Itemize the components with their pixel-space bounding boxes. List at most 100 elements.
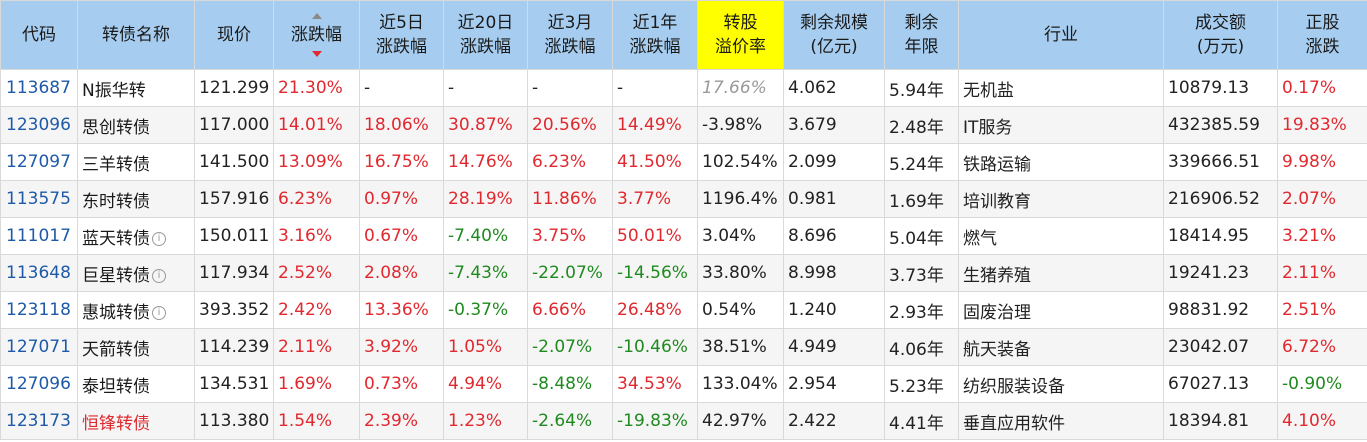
change-cell: 3.16% — [273, 217, 360, 255]
bond-name[interactable]: 思创转债 — [77, 106, 195, 144]
change-5d-cell: 3.92% — [359, 328, 444, 366]
bond-code-link[interactable]: 127071 — [0, 328, 78, 366]
table-row[interactable]: 123118 惠城转债 i 393.352 2.42% 13.36% -0.37% 6.66%… — [0, 291, 1367, 329]
bond-name[interactable]: 巨星转债 i — [77, 254, 195, 292]
change-5d-cell: 0.73% — [359, 365, 444, 403]
bond-name[interactable]: 惠城转债 i — [77, 291, 195, 329]
table-row[interactable]: 111017 蓝天转债 i 150.011 3.16% 0.67% -7.40% 3.75% 5… — [0, 217, 1367, 255]
change-3m-cell: 6.23% — [527, 143, 613, 181]
bond-code-link[interactable]: 111017 — [0, 217, 78, 255]
col-change-3m[interactable]: 近3月 涨跌幅 — [527, 0, 613, 70]
col-premium[interactable]: 转股 溢价率 — [697, 0, 784, 70]
sort-desc-icon[interactable] — [311, 51, 322, 57]
info-icon[interactable]: i — [152, 305, 166, 320]
col-change-1y[interactable]: 近1年 涨跌幅 — [612, 0, 698, 70]
scale-cell: 2.099 — [783, 143, 885, 181]
bond-code-link[interactable]: 113687 — [0, 69, 78, 107]
bond-name[interactable]: 三羊转债 — [77, 143, 195, 181]
change-cell: 2.11% — [273, 328, 360, 366]
change-20d-cell: 14.76% — [443, 143, 528, 181]
bond-name[interactable]: 蓝天转债 i — [77, 217, 195, 255]
table-row[interactable]: 127097 三羊转债 141.500 13.09% 16.75% 14.76% 6.23%… — [0, 143, 1367, 181]
col-stock-change[interactable]: 正股 涨跌 — [1277, 0, 1367, 70]
years-cell: 4.06年 — [884, 328, 959, 366]
premium-cell: 102.54% — [697, 143, 784, 181]
bond-code-link[interactable]: 123118 — [0, 291, 78, 329]
stock-change-cell: 2.07% — [1277, 180, 1367, 218]
change-5d-cell: 13.36% — [359, 291, 444, 329]
industry-cell: 无机盐 — [958, 69, 1164, 107]
scale-cell: 3.679 — [783, 106, 885, 144]
change-20d-cell: -0.37% — [443, 291, 528, 329]
table-row[interactable]: 113648 巨星转债 i 117.934 2.52% 2.08% -7.43% -22.07… — [0, 254, 1367, 292]
stock-change-cell: 3.21% — [1277, 217, 1367, 255]
change-5d-cell: - — [359, 69, 444, 107]
years-cell: 5.94年 — [884, 69, 959, 107]
change-5d-cell: 0.97% — [359, 180, 444, 218]
col-years[interactable]: 剩余 年限 — [884, 0, 959, 70]
change-cell: 21.30% — [273, 69, 360, 107]
change-cell: 14.01% — [273, 106, 360, 144]
change-20d-cell: 4.94% — [443, 365, 528, 403]
table-row[interactable]: 123173 恒锋转债 113.380 1.54% 2.39% 1.23% -2.64% -1… — [0, 402, 1367, 440]
change-3m-cell: - — [527, 69, 613, 107]
col-price[interactable]: 现价 — [194, 0, 274, 70]
sort-asc-icon[interactable] — [311, 13, 322, 19]
col-change[interactable]: 涨跌幅 — [273, 0, 360, 70]
bond-code-link[interactable]: 127096 — [0, 365, 78, 403]
bond-name[interactable]: 恒锋转债 — [77, 402, 195, 440]
years-cell: 1.69年 — [884, 180, 959, 218]
bond-name[interactable]: 东时转债 — [77, 180, 195, 218]
table-row[interactable]: 113687 N振华转 121.299 21.30% - - - -17.66% 4.062 5.… — [0, 69, 1367, 107]
change-5d-cell: 18.06% — [359, 106, 444, 144]
change-3m-cell: -2.64% — [527, 402, 613, 440]
info-icon[interactable]: i — [152, 268, 166, 283]
table-row[interactable]: 127071 天箭转债 114.239 2.11% 3.92% 1.05% -2.07% -1… — [0, 328, 1367, 366]
change-cell: 2.42% — [273, 291, 360, 329]
header-row: 代码 转债名称 现价 涨跌幅 近5日 涨跌幅 近20日 涨跌幅 近3月 涨跌幅 近1年… — [0, 0, 1367, 70]
price-cell: 121.299 — [194, 69, 274, 107]
bond-code-link[interactable]: 123096 — [0, 106, 78, 144]
change-5d-cell: 2.08% — [359, 254, 444, 292]
change-20d-cell: 28.19% — [443, 180, 528, 218]
bond-name[interactable]: 天箭转债 — [77, 328, 195, 366]
premium-cell: 3.04% — [697, 217, 784, 255]
change-cell: 2.52% — [273, 254, 360, 292]
change-20d-cell: - — [443, 69, 528, 107]
bond-code-link[interactable]: 113648 — [0, 254, 78, 292]
stock-change-cell: 19.83% — [1277, 106, 1367, 144]
premium-cell: -3.98% — [697, 106, 784, 144]
scale-cell: 4.062 — [783, 69, 885, 107]
bond-name[interactable]: N振华转 — [77, 69, 195, 107]
change-1y-cell: 3.77% — [612, 180, 698, 218]
price-cell: 117.934 — [194, 254, 274, 292]
price-cell: 117.000 — [194, 106, 274, 144]
table-row[interactable]: 123096 思创转债 117.000 14.01% 18.06% 30.87% 20.56… — [0, 106, 1367, 144]
premium-cell: 17.66% — [697, 69, 784, 107]
change-3m-cell: 3.75% — [527, 217, 613, 255]
bond-code-link[interactable]: 127097 — [0, 143, 78, 181]
bond-name[interactable]: 泰坦转债 — [77, 365, 195, 403]
col-name[interactable]: 转债名称 — [77, 0, 195, 70]
col-volume[interactable]: 成交额 (万元) — [1163, 0, 1278, 70]
table-row[interactable]: 113575 东时转债 157.916 6.23% 0.97% 28.19% 11.86% 3… — [0, 180, 1367, 218]
col-change-5d[interactable]: 近5日 涨跌幅 — [359, 0, 444, 70]
bond-code-link[interactable]: 123173 — [0, 402, 78, 440]
volume-cell: 18414.95 — [1163, 217, 1278, 255]
volume-cell: 339666.51 — [1163, 143, 1278, 181]
col-code[interactable]: 代码 — [0, 0, 78, 70]
industry-cell: 纺织服装设备 — [958, 365, 1164, 403]
bond-code-link[interactable]: 113575 — [0, 180, 78, 218]
change-3m-cell: 20.56% — [527, 106, 613, 144]
table-row[interactable]: 127096 泰坦转债 134.531 1.69% 0.73% 4.94% -8.48% 34… — [0, 365, 1367, 403]
change-1y-cell: 34.53% — [612, 365, 698, 403]
col-scale[interactable]: 剩余规模 (亿元) — [783, 0, 885, 70]
years-cell: 2.93年 — [884, 291, 959, 329]
change-cell: 1.69% — [273, 365, 360, 403]
col-industry[interactable]: 行业 — [958, 0, 1164, 70]
sort-control[interactable]: 涨跌幅 — [291, 13, 342, 57]
volume-cell: 67027.13 — [1163, 365, 1278, 403]
col-change-20d[interactable]: 近20日 涨跌幅 — [443, 0, 528, 70]
change-cell: 13.09% — [273, 143, 360, 181]
info-icon[interactable]: i — [152, 231, 166, 246]
